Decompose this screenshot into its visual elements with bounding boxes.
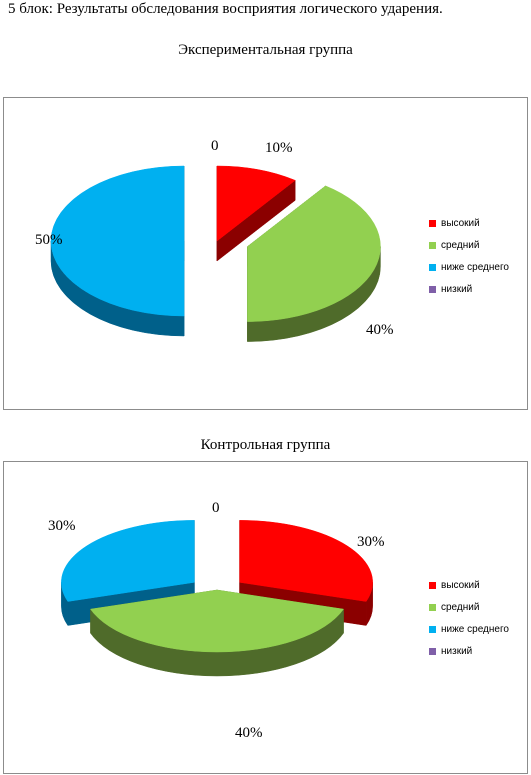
- data-label-средний: 40%: [366, 322, 394, 338]
- legend-label-medium: средний: [441, 240, 480, 251]
- legend-swatch-below-medium: [429, 625, 436, 633]
- legend-swatch-medium: [429, 241, 436, 249]
- pie-slice-top: [216, 165, 296, 242]
- legend-item: средний: [429, 603, 509, 625]
- legend-label-low: низкий: [441, 646, 473, 657]
- data-label-ниже-среднего: 50%: [35, 232, 63, 248]
- pie-experimental: 10% 40% 50% 0: [35, 138, 394, 342]
- pie-slice-средний: [90, 589, 344, 677]
- pie-slice-top: [61, 520, 195, 602]
- chart-control: 30% 40% 30% 0 высокий средний ниже среднего…: [3, 461, 528, 774]
- legend-swatch-low: [429, 647, 436, 655]
- pie-slice-высокий: [216, 165, 296, 262]
- data-label-высокий: 30%: [357, 534, 385, 550]
- legend-label-below-medium: ниже среднего: [441, 624, 509, 635]
- chart-title-control: Контрольная группа: [200, 437, 331, 453]
- data-label-низкий: 0: [212, 500, 220, 516]
- chart-title-experimental: Экспериментальная группа: [178, 42, 353, 58]
- pie-slice-ниже-среднего: [50, 165, 185, 337]
- legend-swatch-high: [429, 219, 436, 227]
- pie-slice-top: [239, 520, 373, 602]
- legend-label-high: высокий: [441, 580, 480, 591]
- legend-item: низкий: [429, 285, 509, 307]
- legend-label-medium: средний: [441, 602, 480, 613]
- pie-slice-top: [247, 185, 381, 322]
- legend-item: низкий: [429, 647, 509, 669]
- page-heading: 5 блок: Результаты обследования восприят…: [8, 1, 443, 17]
- legend-swatch-below-medium: [429, 263, 436, 271]
- legend-swatch-medium: [429, 603, 436, 611]
- pie-slice-top: [90, 589, 344, 653]
- legend-swatch-low: [429, 285, 436, 293]
- data-label-низкий: 0: [211, 138, 219, 154]
- legend-item: средний: [429, 241, 509, 263]
- pie-slice-top: [50, 165, 185, 317]
- legend-experimental: высокий средний ниже среднего низкий: [429, 219, 509, 307]
- legend-item: ниже среднего: [429, 263, 509, 285]
- legend-item: ниже среднего: [429, 625, 509, 647]
- legend-item: высокий: [429, 219, 509, 241]
- pie-control: 30% 40% 30% 0: [48, 500, 385, 741]
- pie-slices: [61, 520, 373, 677]
- legend-swatch-high: [429, 581, 436, 589]
- chart-experimental: 10% 40% 50% 0 высокий средний ниже среднего…: [3, 97, 528, 410]
- pie-slices: [50, 165, 381, 342]
- data-label-средний: 40%: [235, 725, 263, 741]
- legend-item: высокий: [429, 581, 509, 603]
- legend-label-high: высокий: [441, 218, 480, 229]
- data-label-ниже-среднего: 30%: [48, 518, 76, 534]
- pie-slice-средний: [247, 185, 381, 342]
- legend-control: высокий средний ниже среднего низкий: [429, 581, 509, 669]
- data-label-высокий: 10%: [265, 140, 293, 156]
- legend-label-low: низкий: [441, 284, 473, 295]
- legend-label-below-medium: ниже среднего: [441, 262, 509, 273]
